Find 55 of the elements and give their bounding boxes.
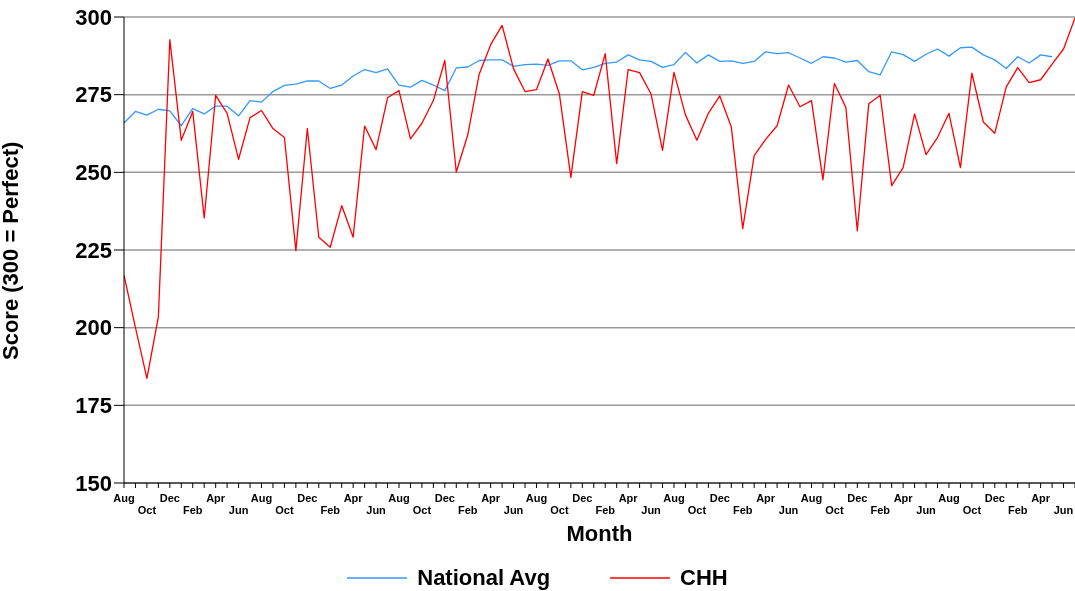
line-series bbox=[124, 17, 1075, 379]
x-tick-label: Dec bbox=[434, 492, 455, 504]
x-tick-label: Aug bbox=[525, 492, 548, 504]
x-tick-label: Jun bbox=[503, 504, 524, 516]
x-tick-label: Feb bbox=[457, 504, 478, 516]
y-tick-label: 225 bbox=[75, 237, 112, 263]
x-tick-label: Jun bbox=[366, 504, 387, 516]
x-tick-label: Jun bbox=[1053, 504, 1074, 516]
x-tick-label: Jun bbox=[641, 504, 662, 516]
x-tick-label: Oct bbox=[825, 504, 844, 516]
x-tick-label: Dec bbox=[297, 492, 318, 504]
x-tick-label: Feb bbox=[595, 504, 616, 516]
x-tick-label: Apr bbox=[481, 492, 501, 504]
x-tick-label: Dec bbox=[984, 492, 1005, 504]
x-tick-label: Apr bbox=[1031, 492, 1051, 504]
x-tick-label: Feb bbox=[732, 504, 753, 516]
x-tick-label: Dec bbox=[159, 492, 180, 504]
x-tick-label: Oct bbox=[412, 504, 432, 516]
x-tick-label: Apr bbox=[343, 492, 364, 504]
x-tick-label: Aug bbox=[938, 492, 960, 504]
y-tick-label: 150 bbox=[75, 470, 112, 496]
y-tick-label: 275 bbox=[75, 82, 112, 108]
x-tick-label: Jun bbox=[778, 504, 799, 516]
line-series bbox=[124, 46, 1053, 127]
x-tick-label: Dec bbox=[847, 492, 868, 504]
y-tick-label: 250 bbox=[75, 160, 112, 186]
x-tick-label: Aug bbox=[113, 492, 135, 504]
y-tick-label: 200 bbox=[75, 315, 112, 341]
x-axis-title: Month bbox=[566, 521, 633, 546]
x-tick-label: Oct bbox=[962, 504, 982, 516]
x-tick-label: Oct bbox=[550, 504, 569, 516]
x-tick-label: Jun bbox=[916, 504, 937, 516]
x-tick-label: Apr bbox=[893, 492, 914, 504]
x-tick-label: Oct bbox=[137, 504, 157, 516]
x-tick-label: Aug bbox=[800, 492, 823, 504]
x-tick-label: Jun bbox=[228, 504, 249, 516]
x-tick-label: Feb bbox=[182, 504, 203, 516]
legend-label: CHH bbox=[680, 565, 728, 591]
y-tick-label: 300 bbox=[75, 4, 112, 30]
y-axis-title: Score (300 = Perfect) bbox=[0, 141, 23, 360]
legend-label: National Avg bbox=[417, 565, 551, 591]
x-tick-label: Oct bbox=[687, 504, 707, 516]
x-tick-label: Dec bbox=[709, 492, 730, 504]
x-tick-label: Apr bbox=[756, 492, 776, 504]
x-tick-label: Apr bbox=[618, 492, 639, 504]
x-tick-label: Aug bbox=[388, 492, 410, 504]
x-tick-label: Apr bbox=[206, 492, 226, 504]
x-tick-label: Oct bbox=[275, 504, 294, 516]
x-tick-label: Feb bbox=[870, 504, 891, 516]
y-tick-label: 175 bbox=[75, 393, 112, 419]
x-tick-label: Aug bbox=[663, 492, 685, 504]
x-tick-label: Feb bbox=[1007, 504, 1028, 516]
x-tick-label: Dec bbox=[572, 492, 593, 504]
x-tick-label: Aug bbox=[250, 492, 273, 504]
x-tick-label: Feb bbox=[320, 504, 341, 516]
